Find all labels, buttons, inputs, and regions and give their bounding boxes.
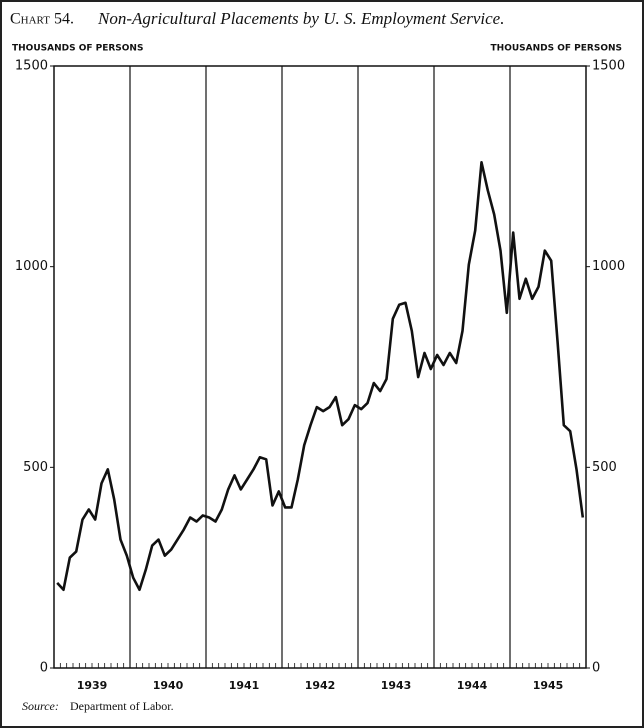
y2-tick-label: 1500 xyxy=(592,59,625,74)
data-line xyxy=(56,161,585,592)
y2-tick-label: 0 xyxy=(592,661,600,676)
x-tick-label: 1944 xyxy=(457,679,488,692)
x-tick-label: 1941 xyxy=(229,679,260,692)
y-tick-label: 0 xyxy=(40,661,48,676)
y2-tick-label: 500 xyxy=(592,460,617,475)
y-tick-label: 1000 xyxy=(15,259,48,274)
x-tick-label: 1939 xyxy=(77,679,108,692)
y2-axis-label: THOUSANDS OF PERSONS xyxy=(491,44,622,54)
x-tick-label: 1943 xyxy=(381,679,412,692)
x-tick-label: 1942 xyxy=(305,679,336,692)
y-axis-label: THOUSANDS OF PERSONS xyxy=(12,44,143,54)
chart-title: Non-Agricultural Placements by U. S. Emp… xyxy=(97,9,504,28)
y2-tick-label: 1000 xyxy=(592,259,625,274)
y-tick-label: 500 xyxy=(23,460,48,475)
chart-label: Chart 54. xyxy=(10,11,74,28)
y-tick-label: 1500 xyxy=(15,59,48,74)
source-text: Department of Labor. xyxy=(70,699,174,713)
source-label: Source: xyxy=(22,699,59,713)
x-tick-label: 1945 xyxy=(533,679,564,692)
x-tick-label: 1940 xyxy=(153,679,184,692)
